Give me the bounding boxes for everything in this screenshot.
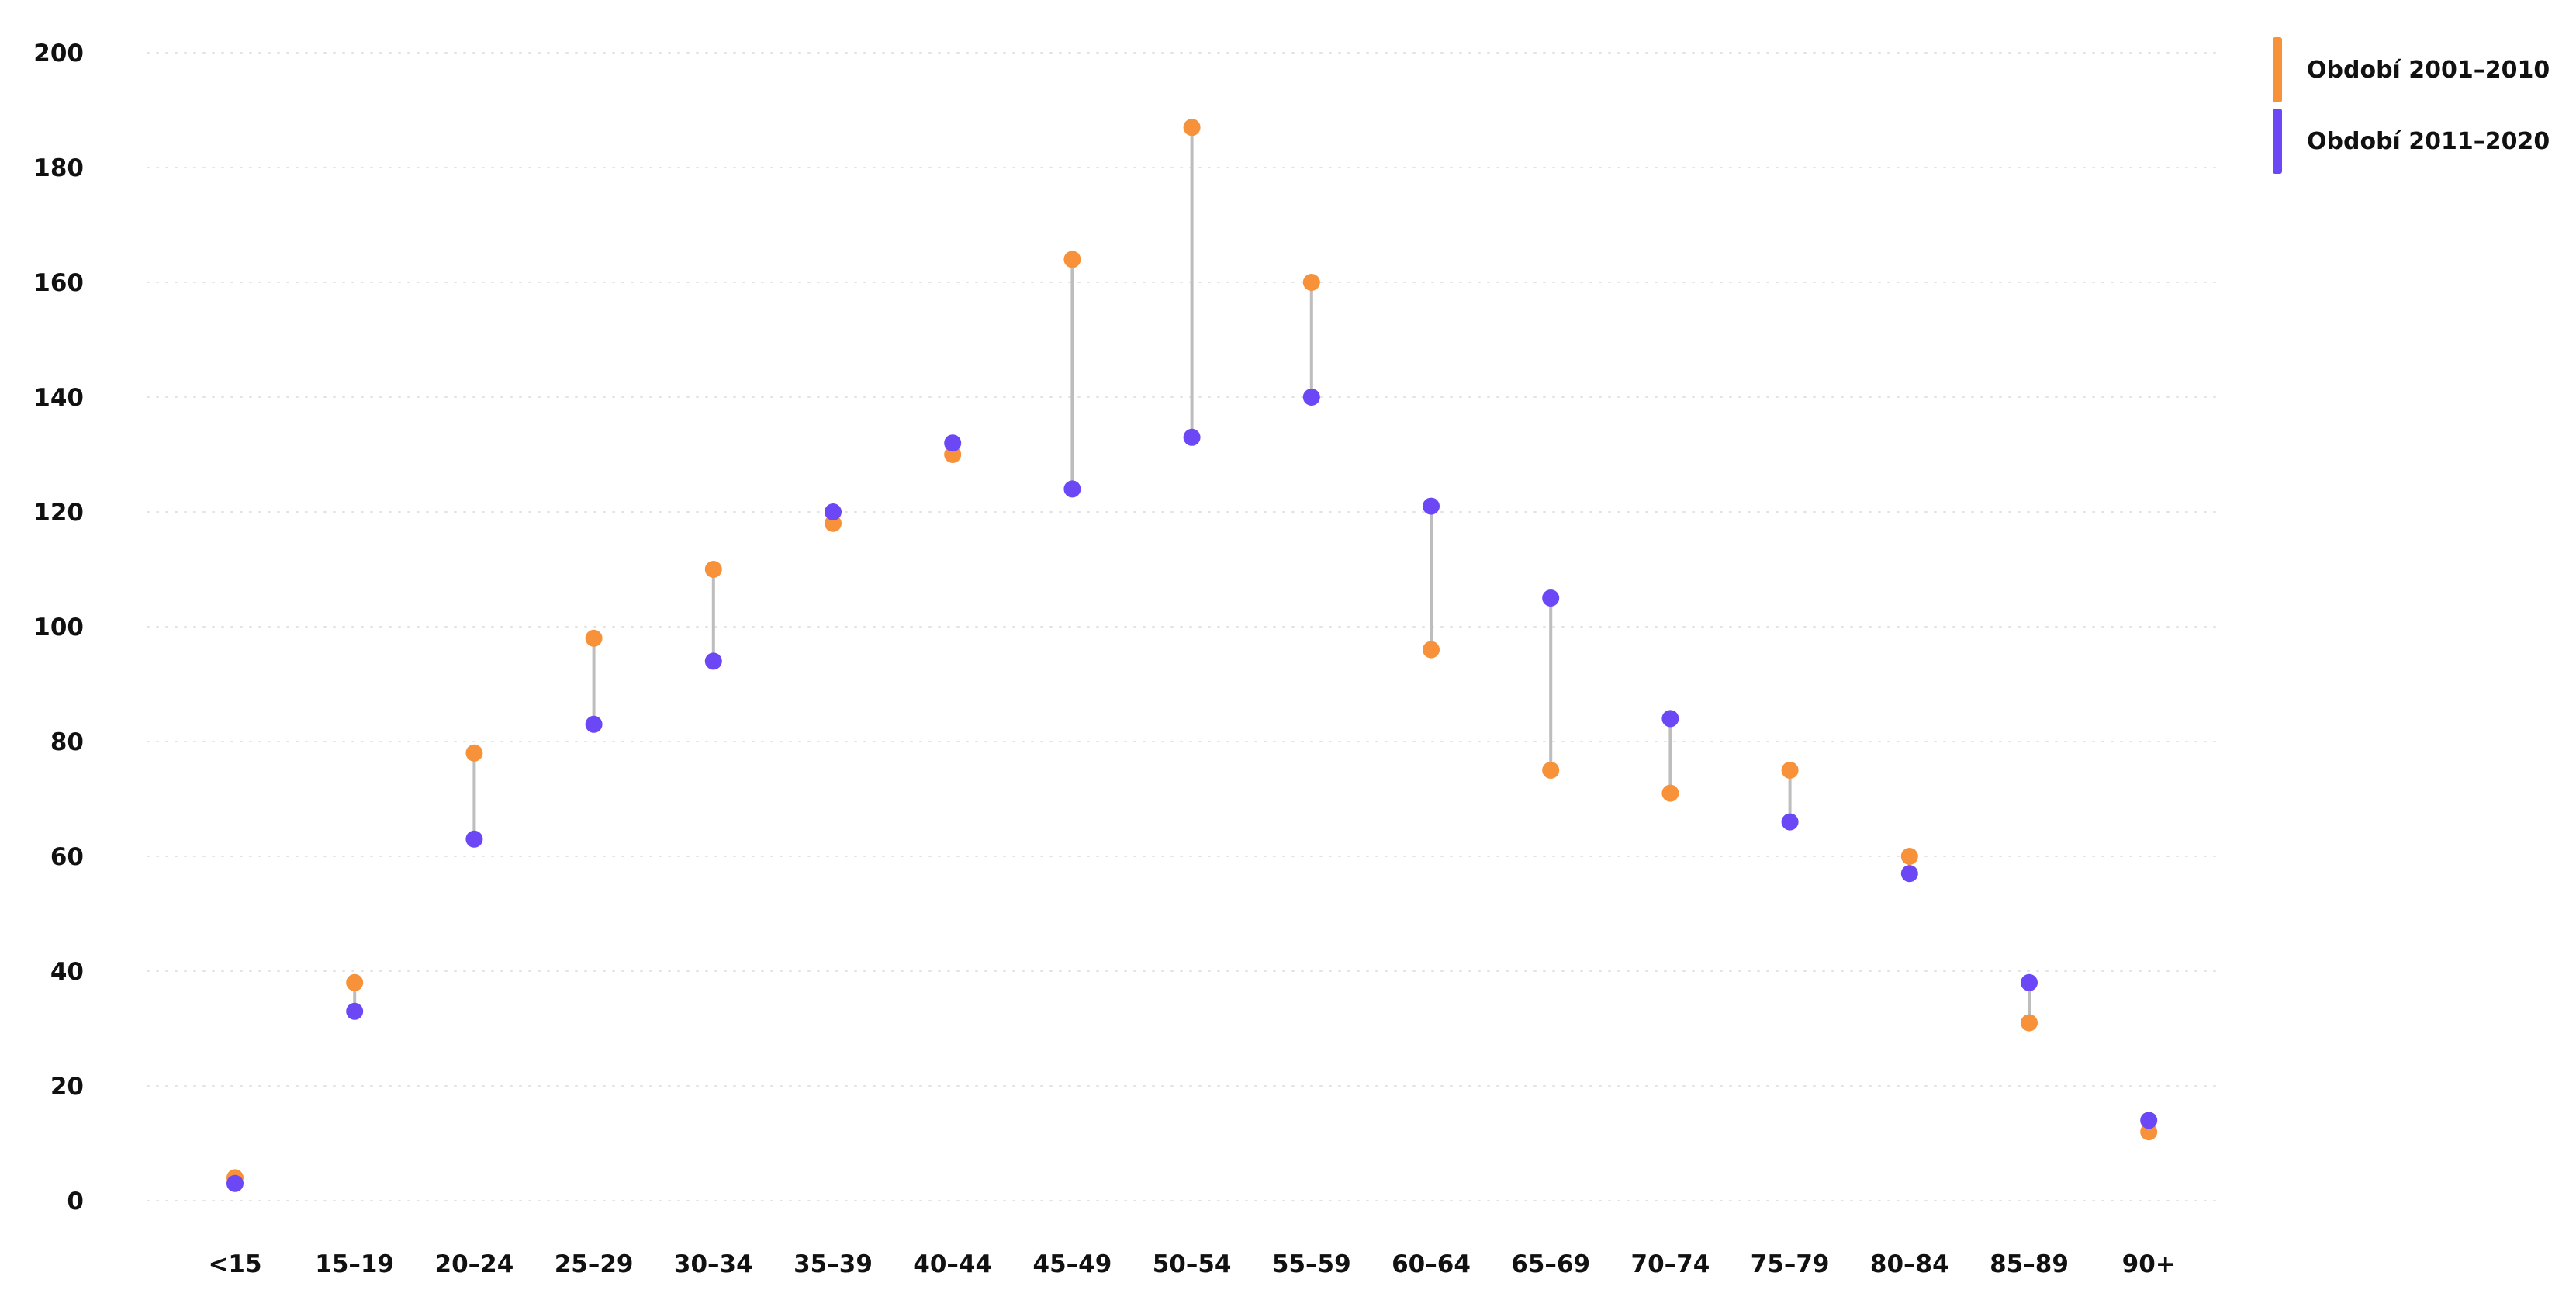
point-2011-2020 <box>1183 428 1201 446</box>
x-tick-label: 15–19 <box>315 1250 394 1278</box>
x-tick-label: 30–34 <box>674 1250 753 1278</box>
point-2011-2020 <box>2140 1112 2158 1129</box>
point-2011-2020 <box>346 1002 364 1020</box>
x-tick-label: 85–89 <box>1990 1250 2069 1278</box>
point-2001-2010 <box>346 973 364 991</box>
x-tick-label: 25–29 <box>555 1250 634 1278</box>
point-2011-2020 <box>944 434 962 452</box>
y-tick-label: 140 <box>33 384 84 412</box>
legend-label: Období 2011–2020 <box>2307 127 2550 155</box>
x-axis-ticks: <15 15–19 20–24 25–29 30–34 35–39 40–44 45–49 50… <box>208 1250 2175 1278</box>
point-2011-2020 <box>704 652 722 670</box>
grid-lines <box>147 52 2219 1201</box>
y-tick-label: 40 <box>50 958 84 986</box>
point-2001-2010 <box>1542 762 1560 779</box>
x-tick-label: 75–79 <box>1751 1250 1830 1278</box>
legend-label: Období 2001–2010 <box>2307 56 2550 84</box>
point-2001-2010 <box>1302 274 1320 291</box>
x-tick-label: 80–84 <box>1870 1250 1949 1278</box>
point-2011-2020 <box>1781 813 1799 831</box>
x-tick-label: 65–69 <box>1511 1250 1590 1278</box>
legend: Období 2001–2010 Období 2011–2020 <box>2273 37 2550 180</box>
x-tick-label: 60–64 <box>1392 1250 1471 1278</box>
data-points <box>226 119 2158 1192</box>
point-2011-2020 <box>465 830 483 848</box>
x-tick-label: 50–54 <box>1153 1250 1232 1278</box>
point-2011-2020 <box>2021 973 2038 991</box>
legend-item-2011-2020[interactable]: Období 2011–2020 <box>2273 109 2550 174</box>
point-2001-2010 <box>1661 784 1679 802</box>
x-tick-label: 40–44 <box>913 1250 992 1278</box>
connectors <box>233 127 2151 1184</box>
y-tick-label: 60 <box>50 843 84 871</box>
x-tick-label: 90+ <box>2122 1250 2176 1278</box>
point-2011-2020 <box>1542 589 1560 607</box>
x-tick-label: 55–59 <box>1272 1250 1351 1278</box>
legend-item-2001-2010[interactable]: Období 2001–2010 <box>2273 37 2550 102</box>
y-tick-label: 120 <box>33 499 84 527</box>
point-2001-2010 <box>2021 1014 2038 1032</box>
y-tick-label: 180 <box>33 154 84 182</box>
point-2001-2010 <box>1781 762 1799 779</box>
point-2011-2020 <box>1900 865 1918 883</box>
point-2011-2020 <box>1302 389 1320 406</box>
legend-swatch-purple <box>2273 109 2282 174</box>
point-2011-2020 <box>1423 497 1440 515</box>
x-tick-label: 35–39 <box>794 1250 873 1278</box>
y-tick-label: 0 <box>67 1188 84 1215</box>
point-2011-2020 <box>585 715 603 733</box>
point-2001-2010 <box>1423 641 1440 659</box>
point-2001-2010 <box>1183 119 1201 137</box>
y-tick-label: 20 <box>50 1073 84 1101</box>
x-tick-label: 20–24 <box>435 1250 514 1278</box>
x-tick-label: <15 <box>208 1250 261 1278</box>
y-axis-ticks: 0 20 40 60 80 100 120 140 160 180 200 <box>33 40 84 1215</box>
point-2001-2010 <box>465 744 483 762</box>
y-tick-label: 80 <box>50 728 84 756</box>
x-tick-label: 70–74 <box>1631 1250 1710 1278</box>
y-tick-label: 200 <box>33 40 84 67</box>
y-tick-label: 100 <box>33 614 84 641</box>
legend-swatch-orange <box>2273 37 2282 102</box>
point-2011-2020 <box>226 1174 244 1192</box>
point-2001-2010 <box>585 629 603 647</box>
point-2001-2010 <box>704 561 722 578</box>
x-tick-label: 45–49 <box>1033 1250 1112 1278</box>
point-2011-2020 <box>1661 710 1679 728</box>
point-2011-2020 <box>1063 480 1081 498</box>
point-2001-2010 <box>1900 848 1918 865</box>
point-2011-2020 <box>825 503 842 520</box>
point-2001-2010 <box>1063 251 1081 268</box>
y-tick-label: 160 <box>33 269 84 297</box>
